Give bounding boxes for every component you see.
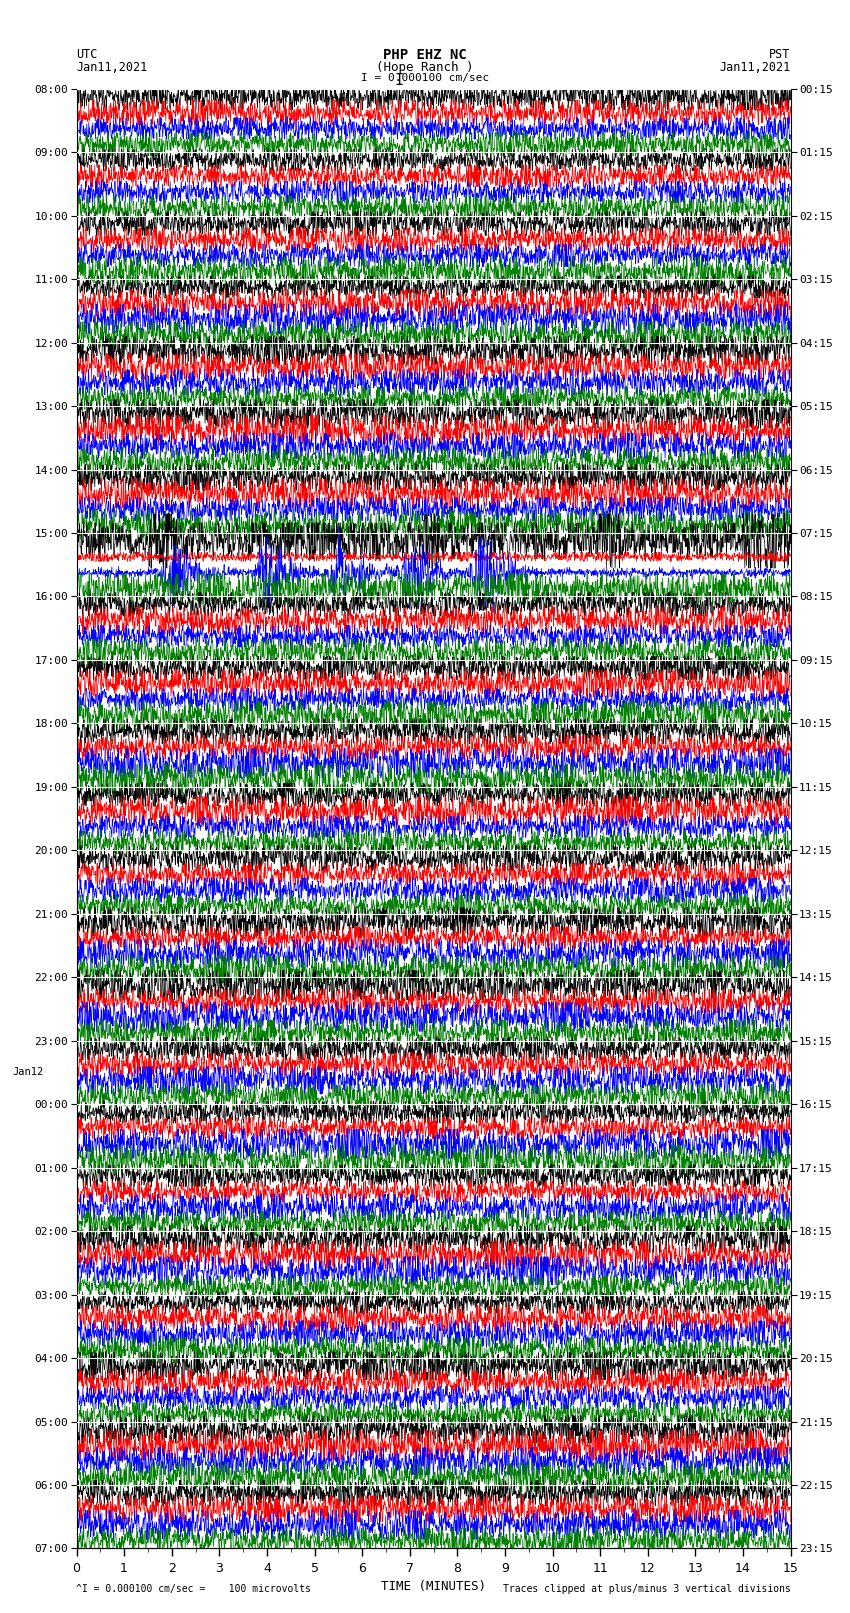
Text: Jan12: Jan12: [12, 1068, 43, 1077]
X-axis label: TIME (MINUTES): TIME (MINUTES): [381, 1581, 486, 1594]
Text: I = 0.000100 cm/sec: I = 0.000100 cm/sec: [361, 73, 489, 82]
Text: Jan11,2021: Jan11,2021: [719, 61, 791, 74]
Text: Traces clipped at plus/minus 3 vertical divisions: Traces clipped at plus/minus 3 vertical …: [502, 1584, 790, 1594]
Text: Jan11,2021: Jan11,2021: [76, 61, 148, 74]
Text: UTC: UTC: [76, 48, 98, 61]
Text: PST: PST: [769, 48, 790, 61]
Text: I: I: [395, 73, 404, 87]
Text: (Hope Ranch ): (Hope Ranch ): [377, 61, 473, 74]
Text: PHP EHZ NC: PHP EHZ NC: [383, 48, 467, 63]
Text: ^I = 0.000100 cm/sec =    100 microvolts: ^I = 0.000100 cm/sec = 100 microvolts: [76, 1584, 311, 1594]
